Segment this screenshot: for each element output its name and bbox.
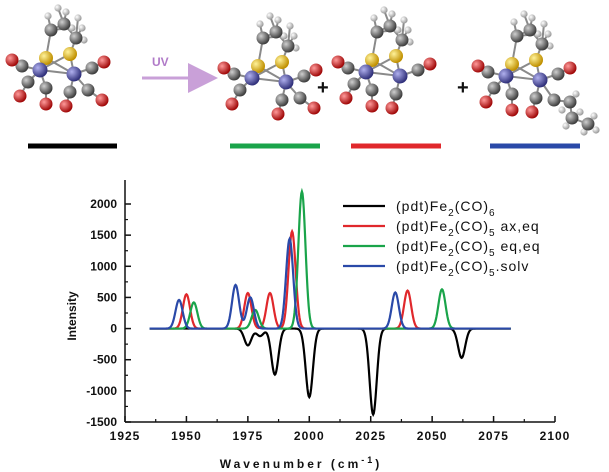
legend-label-1: (pdt)Fe2(CO)6 [396,198,496,219]
plus-sign-1: + [317,77,329,99]
x-tick-label: 1925 [110,429,141,443]
legend-label-3: (pdt)Fe2(CO)5 eq,eq [396,238,541,259]
molecule-1 [5,4,111,113]
y-tick-label: -1500 [86,415,117,429]
y-tick-label: 0 [110,322,117,336]
y-tick-label: 1000 [90,259,117,273]
molecule-2 [217,12,323,121]
molecule-3 [331,6,437,115]
x-tick-label: 1950 [171,429,202,443]
y-tick-label: 1500 [90,228,117,242]
uv-arrow: UV [142,55,218,93]
x-tick-label: 1975 [233,429,264,443]
axes: 1925 1950 1975 2000 2025 2050 2075 2100 2000 1500… [86,180,571,443]
x-axis-label-main: Wavenumber (cm [220,457,362,471]
molecule-4 [471,10,600,136]
molecules [5,4,600,136]
plus-sign-2: + [457,77,469,99]
series-lines [149,187,511,418]
x-tick-label: 2000 [294,429,325,443]
uv-label: UV [152,55,169,69]
y-tick-label: 500 [97,290,117,304]
x-tick-label: 2075 [478,429,509,443]
series-line-1 [149,327,511,418]
x-axis-label-close: ) [375,457,382,471]
y-tick-label: 2000 [90,197,117,211]
x-axis-label-sup: -1 [361,455,375,465]
reaction-scheme: UV + + [5,4,600,149]
x-tick-label: 2050 [417,429,448,443]
y-tick-label: -1000 [86,384,117,398]
y-tick-label: -500 [93,353,117,367]
legend-label-2: (pdt)Fe2(CO)5 ax,eq [396,218,540,239]
x-axis-label: Wavenumber (cm-1) [220,455,383,471]
x-tick-label: 2025 [355,429,386,443]
y-axis-label: Intensity [65,291,79,341]
series-line-4 [149,236,511,330]
legend-label-4: (pdt)Fe2(CO)5.solv [396,258,529,279]
x-tick-label: 2100 [540,429,571,443]
legend: (pdt)Fe2(CO)6(pdt)Fe2(CO)5 ax,eq(pdt)Fe2… [343,198,541,279]
